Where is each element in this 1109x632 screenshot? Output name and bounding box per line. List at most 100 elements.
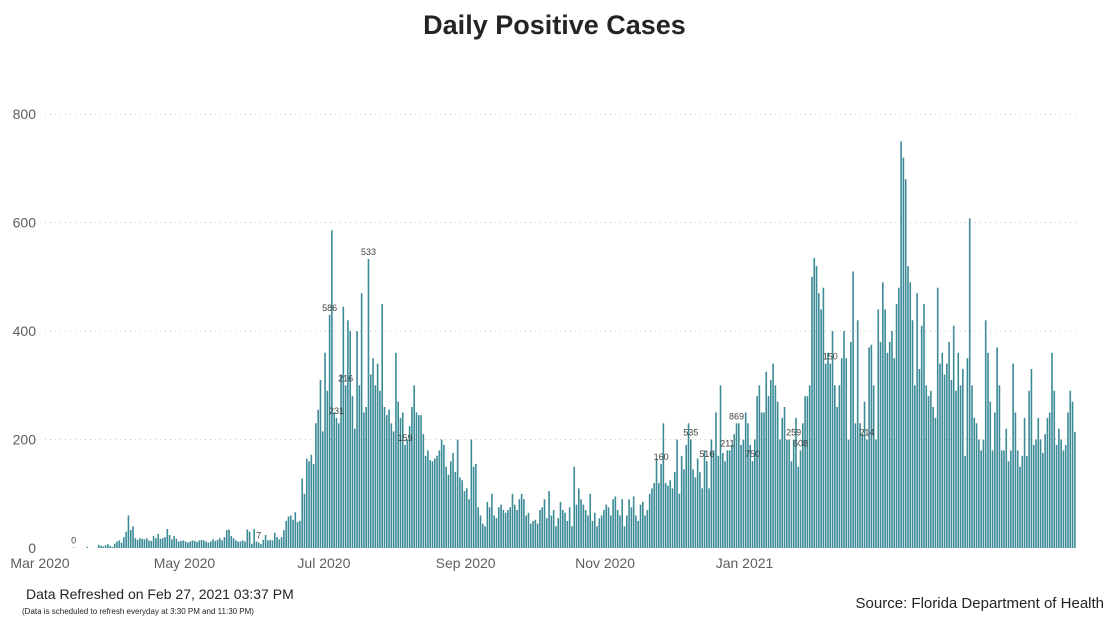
bar[interactable] xyxy=(472,466,475,548)
bar[interactable] xyxy=(568,507,571,548)
bar[interactable] xyxy=(470,439,473,548)
bar[interactable] xyxy=(1016,450,1019,548)
bar[interactable] xyxy=(1044,434,1046,548)
bar[interactable] xyxy=(308,461,310,548)
bar[interactable] xyxy=(127,515,130,548)
bar[interactable] xyxy=(703,450,706,548)
bar[interactable] xyxy=(660,463,662,548)
bar[interactable] xyxy=(582,504,585,548)
bar[interactable] xyxy=(916,293,918,548)
bar[interactable] xyxy=(125,531,127,548)
bar[interactable] xyxy=(984,320,987,548)
bar[interactable] xyxy=(358,385,361,548)
bar[interactable] xyxy=(1012,363,1014,548)
bar[interactable] xyxy=(513,504,516,548)
bar[interactable] xyxy=(168,534,171,548)
bar[interactable] xyxy=(175,538,178,548)
bar[interactable] xyxy=(443,444,445,548)
bar[interactable] xyxy=(123,537,125,548)
bar[interactable] xyxy=(134,538,137,548)
bar[interactable] xyxy=(767,396,770,548)
bar[interactable] xyxy=(177,541,180,548)
bar[interactable] xyxy=(573,466,576,548)
bar[interactable] xyxy=(596,526,598,548)
bar[interactable] xyxy=(571,526,573,548)
bar[interactable] xyxy=(347,320,349,548)
bar[interactable] xyxy=(452,453,454,548)
bar[interactable] xyxy=(902,157,905,548)
bar[interactable] xyxy=(559,501,562,548)
bar[interactable] xyxy=(367,259,370,548)
bar[interactable] xyxy=(614,496,617,548)
bar[interactable] xyxy=(722,453,724,548)
bar[interactable] xyxy=(491,493,493,548)
bar[interactable] xyxy=(978,439,980,548)
bar[interactable] xyxy=(340,374,342,548)
bar[interactable] xyxy=(934,417,937,548)
bar[interactable] xyxy=(1021,455,1024,548)
bar[interactable] xyxy=(603,510,605,548)
bar[interactable] xyxy=(219,538,221,548)
bar[interactable] xyxy=(187,542,189,548)
bar[interactable] xyxy=(296,521,299,548)
bar[interactable] xyxy=(861,434,864,548)
bar[interactable] xyxy=(758,385,761,548)
bar[interactable] xyxy=(260,544,262,548)
bar[interactable] xyxy=(395,352,397,548)
bar[interactable] xyxy=(840,358,843,548)
bar[interactable] xyxy=(271,540,274,548)
bar[interactable] xyxy=(564,512,566,548)
bar[interactable] xyxy=(699,472,701,548)
bar[interactable] xyxy=(875,439,877,548)
bar[interactable] xyxy=(600,515,603,548)
bar[interactable] xyxy=(324,352,326,548)
bar[interactable] xyxy=(651,488,653,548)
bar[interactable] xyxy=(356,331,358,548)
bar[interactable] xyxy=(820,309,822,548)
bar[interactable] xyxy=(936,287,939,548)
bar[interactable] xyxy=(413,385,415,548)
bar[interactable] xyxy=(273,532,276,548)
bar[interactable] xyxy=(495,518,498,548)
bar[interactable] xyxy=(609,515,612,548)
bar[interactable] xyxy=(365,407,367,548)
bar[interactable] xyxy=(157,533,159,548)
bar[interactable] xyxy=(230,536,233,548)
bar[interactable] xyxy=(278,539,281,548)
bar[interactable] xyxy=(248,531,251,548)
bar[interactable] xyxy=(449,461,452,548)
bar[interactable] xyxy=(463,491,466,548)
bar[interactable] xyxy=(1014,412,1017,548)
bar[interactable] xyxy=(685,444,688,548)
bar[interactable] xyxy=(536,523,539,548)
bar[interactable] xyxy=(834,385,836,548)
bar[interactable] xyxy=(136,539,139,548)
bar[interactable] xyxy=(141,538,143,548)
bar[interactable] xyxy=(1055,444,1058,548)
bar[interactable] xyxy=(285,520,287,548)
bar[interactable] xyxy=(625,515,628,548)
bar[interactable] xyxy=(1067,412,1069,548)
bar[interactable] xyxy=(964,455,966,548)
bar[interactable] xyxy=(269,539,271,548)
bar[interactable] xyxy=(182,540,185,548)
bar[interactable] xyxy=(946,363,948,548)
bar[interactable] xyxy=(541,507,544,548)
bar[interactable] xyxy=(893,358,896,548)
bar[interactable] xyxy=(623,526,626,548)
bar[interactable] xyxy=(411,407,413,548)
bar[interactable] xyxy=(166,529,169,548)
bar[interactable] xyxy=(529,523,532,548)
bar[interactable] xyxy=(497,507,500,548)
bar[interactable] xyxy=(882,282,884,548)
bar[interactable] xyxy=(598,518,601,548)
bar[interactable] xyxy=(621,499,624,548)
bar[interactable] xyxy=(806,396,809,548)
bar[interactable] xyxy=(555,526,557,548)
bar[interactable] xyxy=(225,530,228,548)
bar[interactable] xyxy=(911,320,914,548)
bar[interactable] xyxy=(943,374,946,548)
bar[interactable] xyxy=(1003,450,1005,548)
bar[interactable] xyxy=(180,540,182,548)
bar[interactable] xyxy=(941,352,944,548)
